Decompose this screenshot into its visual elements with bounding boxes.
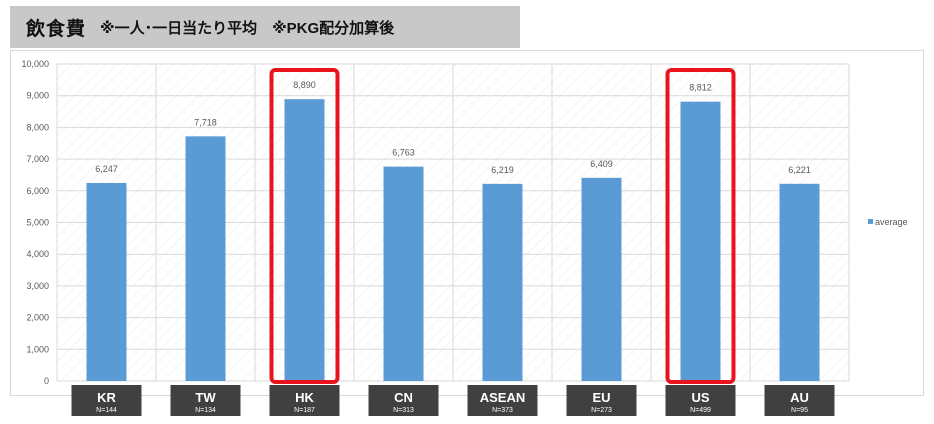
chart-frame (10, 50, 924, 396)
category-box-us (665, 385, 736, 416)
y-tick-label: 6,000 (26, 186, 49, 196)
category-box-kr (71, 385, 142, 416)
bar-eu (581, 177, 622, 381)
category-label-au: AU (790, 390, 809, 405)
category-box-hk (269, 385, 340, 416)
highlight-box-us (665, 68, 736, 384)
category-box-tw (170, 385, 241, 416)
y-tick-label: 1,000 (26, 344, 49, 354)
data-label-cn: 6,763 (392, 148, 415, 158)
legend-label: average (875, 217, 908, 227)
sample-size-kr: N=144 (96, 407, 117, 414)
category-label-asean: ASEAN (480, 390, 526, 405)
sample-size-asean: N=373 (492, 407, 513, 414)
bar-au (779, 183, 820, 381)
y-tick-label: 3,000 (26, 281, 49, 291)
highlight-box-hk (269, 68, 340, 384)
y-tick-label: 4,000 (26, 249, 49, 259)
y-tick-label: 2,000 (26, 313, 49, 323)
data-label-tw: 7,718 (194, 117, 217, 127)
category-label-tw: TW (195, 390, 216, 405)
category-label-eu: EU (592, 390, 610, 405)
bar-tw (185, 136, 226, 381)
bar-asean (482, 183, 523, 381)
y-tick-label: 0 (44, 376, 49, 386)
data-label-hk: 8,890 (293, 80, 316, 90)
category-label-cn: CN (394, 390, 413, 405)
bar-hk (284, 99, 325, 381)
sample-size-hk: N=187 (294, 407, 315, 414)
category-label-kr: KR (97, 390, 116, 405)
legend-swatch (868, 219, 873, 224)
chart-title: 飲食費 (26, 18, 87, 40)
title-bar: 飲食費 ※一人･一日当たり平均 ※PKG配分加算後 (10, 6, 520, 48)
bar-us (680, 101, 721, 381)
data-label-us: 8,812 (689, 83, 712, 93)
category-box-eu (566, 385, 637, 416)
sample-size-tw: N=134 (195, 407, 216, 414)
category-box-asean (467, 385, 538, 416)
y-tick-label: 9,000 (26, 91, 49, 101)
category-label-hk: HK (295, 390, 314, 405)
data-label-eu: 6,409 (590, 159, 613, 169)
bar-cn (383, 166, 424, 381)
data-label-kr: 6,247 (95, 164, 118, 174)
y-tick-label: 5,000 (26, 218, 49, 228)
y-tick-label: 8,000 (26, 122, 49, 132)
sample-size-cn: N=313 (393, 407, 414, 414)
sample-size-us: N=499 (690, 407, 711, 414)
bar-kr (86, 182, 127, 381)
data-label-asean: 6,219 (491, 165, 514, 175)
chart-subtitle: ※一人･一日当たり平均 ※PKG配分加算後 (100, 19, 395, 37)
y-tick-label: 10,000 (21, 59, 49, 69)
category-label-us: US (691, 390, 709, 405)
sample-size-au: N=95 (791, 407, 808, 414)
sample-size-eu: N=273 (591, 407, 612, 414)
data-label-au: 6,221 (788, 165, 811, 175)
category-box-au (764, 385, 835, 416)
category-box-cn (368, 385, 439, 416)
y-tick-label: 7,000 (26, 154, 49, 164)
